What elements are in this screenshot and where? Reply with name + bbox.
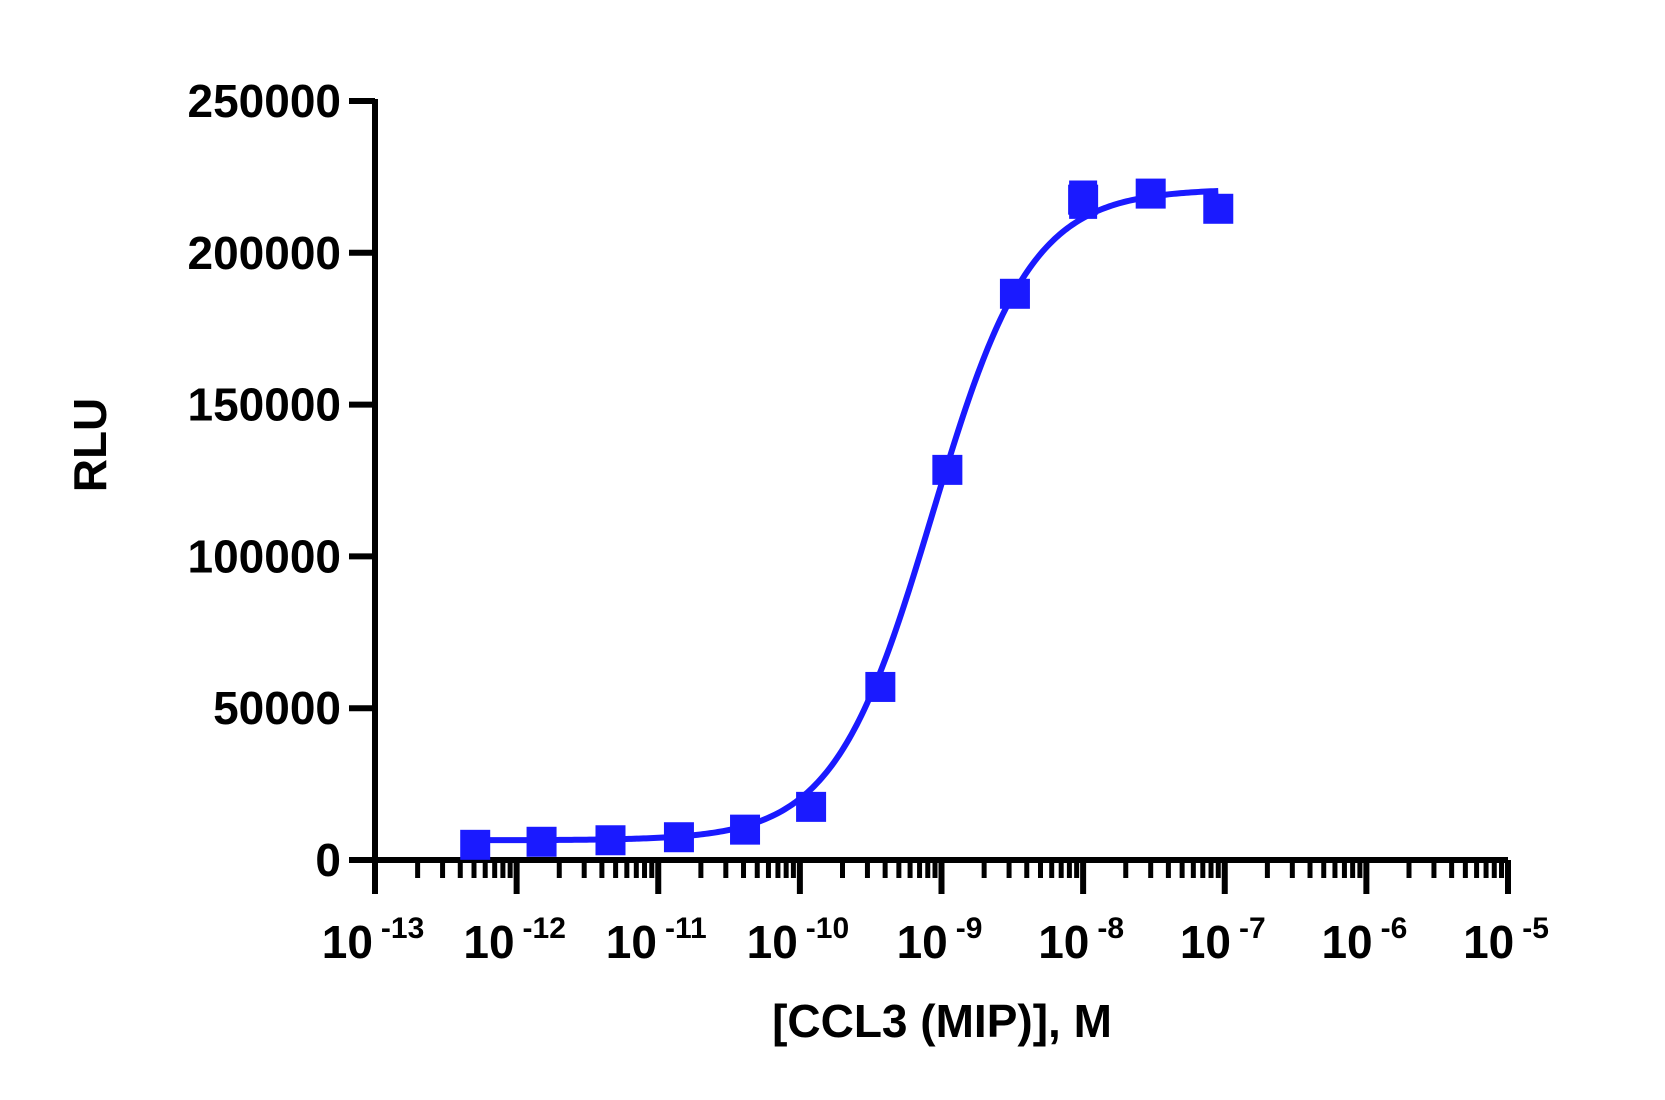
x-tick-exponent: -11 [665, 912, 707, 945]
data-point [1203, 193, 1234, 224]
y-tick-label: 50000 [213, 682, 341, 734]
x-tick-label: 10 -5 [1463, 912, 1549, 968]
y-axis-ticks: 0 50000 100000 150000 200000 250000 [188, 75, 375, 886]
data-point [663, 822, 694, 853]
data-point [796, 791, 827, 822]
x-axis-label: [CCL3 (MIP)], M [772, 995, 1112, 1047]
y-tick-label: 100000 [188, 530, 342, 582]
x-tick-label: 10 -10 [747, 912, 850, 968]
y-tick-label: 150000 [188, 379, 342, 431]
data-point [730, 814, 761, 845]
x-tick-label: 10 -11 [606, 912, 707, 968]
data-point [526, 826, 557, 857]
fit-curve [475, 187, 1219, 844]
x-tick-exponent: -12 [523, 912, 566, 945]
x-tick-exponent: -13 [381, 912, 424, 945]
data-point [932, 454, 963, 485]
data-point [865, 671, 896, 702]
data-point [595, 825, 626, 856]
x-tick-label: 10 -7 [1180, 912, 1266, 968]
plot-area [460, 178, 1234, 860]
x-tick-label: 10 -13 [322, 912, 425, 968]
x-tick-exponent: -5 [1522, 912, 1549, 945]
data-point [999, 278, 1030, 309]
x-tick-exponent: -10 [806, 912, 849, 945]
x-tick-label: 10 -6 [1321, 912, 1407, 968]
data-point [1068, 184, 1099, 215]
y-tick-label: 0 [315, 834, 341, 886]
y-tick-label: 200000 [188, 227, 342, 279]
x-axis-ticks: 10 -13 10 -12 10 -11 10 -10 10 -9 10 -8 10 -7 10 -6 10 -5 [322, 860, 1549, 968]
data-point [1135, 178, 1166, 209]
x-tick-label: 10 -8 [1038, 912, 1124, 968]
x-tick-exponent: -9 [956, 912, 983, 945]
x-tick-label: 10 -9 [897, 912, 983, 968]
x-tick-label: 10 -12 [463, 912, 566, 968]
x-tick-exponent: -6 [1381, 912, 1408, 945]
y-tick-label: 250000 [188, 75, 342, 127]
x-tick-exponent: -8 [1097, 912, 1124, 945]
data-point [460, 829, 491, 860]
y-axis-label: RLU [64, 398, 116, 493]
x-tick-exponent: -7 [1239, 912, 1266, 945]
